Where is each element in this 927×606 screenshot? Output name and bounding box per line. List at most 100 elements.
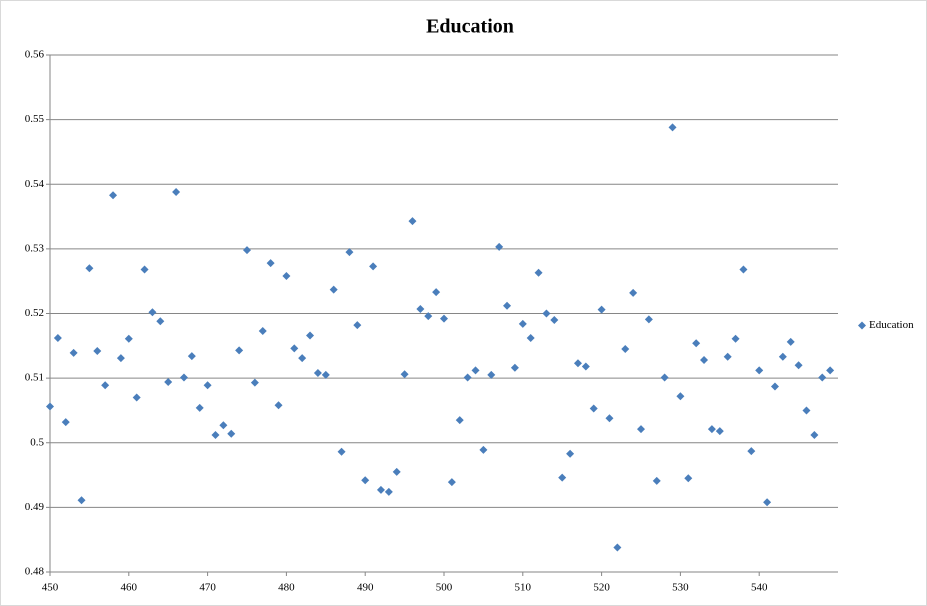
x-tick-label: 470 <box>199 582 216 594</box>
point <box>282 272 291 281</box>
x-tick-label: 530 <box>672 582 689 594</box>
point <box>810 430 819 439</box>
point <box>471 366 480 375</box>
point <box>235 346 244 355</box>
point <box>219 421 228 430</box>
x-tick-label: 490 <box>357 582 374 594</box>
x-tick-label: 540 <box>751 582 768 594</box>
x-tick-label: 450 <box>42 582 59 594</box>
point <box>778 352 787 361</box>
point <box>715 427 724 436</box>
y-tick-label: 0.5 <box>30 436 44 448</box>
point <box>132 393 141 402</box>
point <box>53 334 62 343</box>
point <box>156 317 165 326</box>
point <box>597 305 606 314</box>
point <box>503 301 512 310</box>
point <box>692 339 701 348</box>
point <box>440 314 448 323</box>
point <box>345 248 354 257</box>
point <box>660 373 669 382</box>
point <box>392 467 401 476</box>
point <box>621 345 630 354</box>
x-tick-label: 480 <box>278 582 295 594</box>
point <box>195 403 204 412</box>
point <box>109 191 118 200</box>
point <box>432 288 441 297</box>
point <box>69 348 78 357</box>
point <box>400 370 409 379</box>
point <box>739 265 748 274</box>
point <box>46 402 54 411</box>
point <box>274 401 283 410</box>
point <box>290 344 299 353</box>
point <box>463 373 472 382</box>
point <box>684 474 693 483</box>
point <box>723 352 732 361</box>
legend-marker <box>858 321 866 330</box>
y-tick-label: 0.53 <box>25 242 45 254</box>
point <box>116 354 125 363</box>
point <box>534 268 543 277</box>
x-tick-label: 500 <box>436 582 453 594</box>
point <box>266 259 275 268</box>
point <box>85 264 94 273</box>
point <box>581 362 590 371</box>
point <box>455 416 464 425</box>
point <box>353 321 362 330</box>
y-tick-label: 0.56 <box>25 49 45 61</box>
point <box>187 352 196 361</box>
y-tick-label: 0.55 <box>25 113 45 125</box>
point <box>164 378 173 387</box>
point <box>447 478 456 487</box>
point <box>747 447 756 456</box>
point <box>700 356 709 365</box>
point <box>179 373 188 382</box>
point <box>298 354 307 363</box>
point <box>313 368 322 377</box>
y-tick-label: 0.52 <box>25 307 44 319</box>
point <box>337 447 346 456</box>
point <box>487 370 496 379</box>
point <box>211 430 220 439</box>
point <box>479 445 488 454</box>
point <box>361 476 370 485</box>
point <box>408 217 417 226</box>
point <box>258 326 267 335</box>
point <box>573 359 582 368</box>
point <box>321 370 330 379</box>
point <box>306 331 315 340</box>
point <box>731 334 740 343</box>
point <box>644 315 653 324</box>
x-tick-label: 460 <box>121 582 138 594</box>
point <box>826 366 835 375</box>
x-tick-label: 510 <box>515 582 532 594</box>
point <box>818 373 827 382</box>
point <box>558 473 567 482</box>
point <box>755 366 764 375</box>
point <box>172 188 181 197</box>
point <box>227 429 236 438</box>
point <box>148 308 157 317</box>
point <box>61 418 70 427</box>
point <box>329 285 338 294</box>
point <box>770 382 779 391</box>
point <box>384 487 393 496</box>
point <box>250 378 259 387</box>
point <box>243 246 251 255</box>
point <box>77 496 86 505</box>
y-tick-label: 0.48 <box>25 566 45 578</box>
point <box>707 425 716 434</box>
y-tick-label: 0.54 <box>25 178 45 190</box>
point <box>589 404 598 413</box>
point <box>140 265 149 274</box>
point <box>93 346 102 355</box>
chart-title: Education <box>426 16 514 38</box>
point <box>124 334 133 343</box>
point <box>510 363 519 372</box>
y-tick-label: 0.51 <box>25 372 44 384</box>
point <box>495 242 504 251</box>
point <box>786 337 795 346</box>
point <box>652 476 661 485</box>
